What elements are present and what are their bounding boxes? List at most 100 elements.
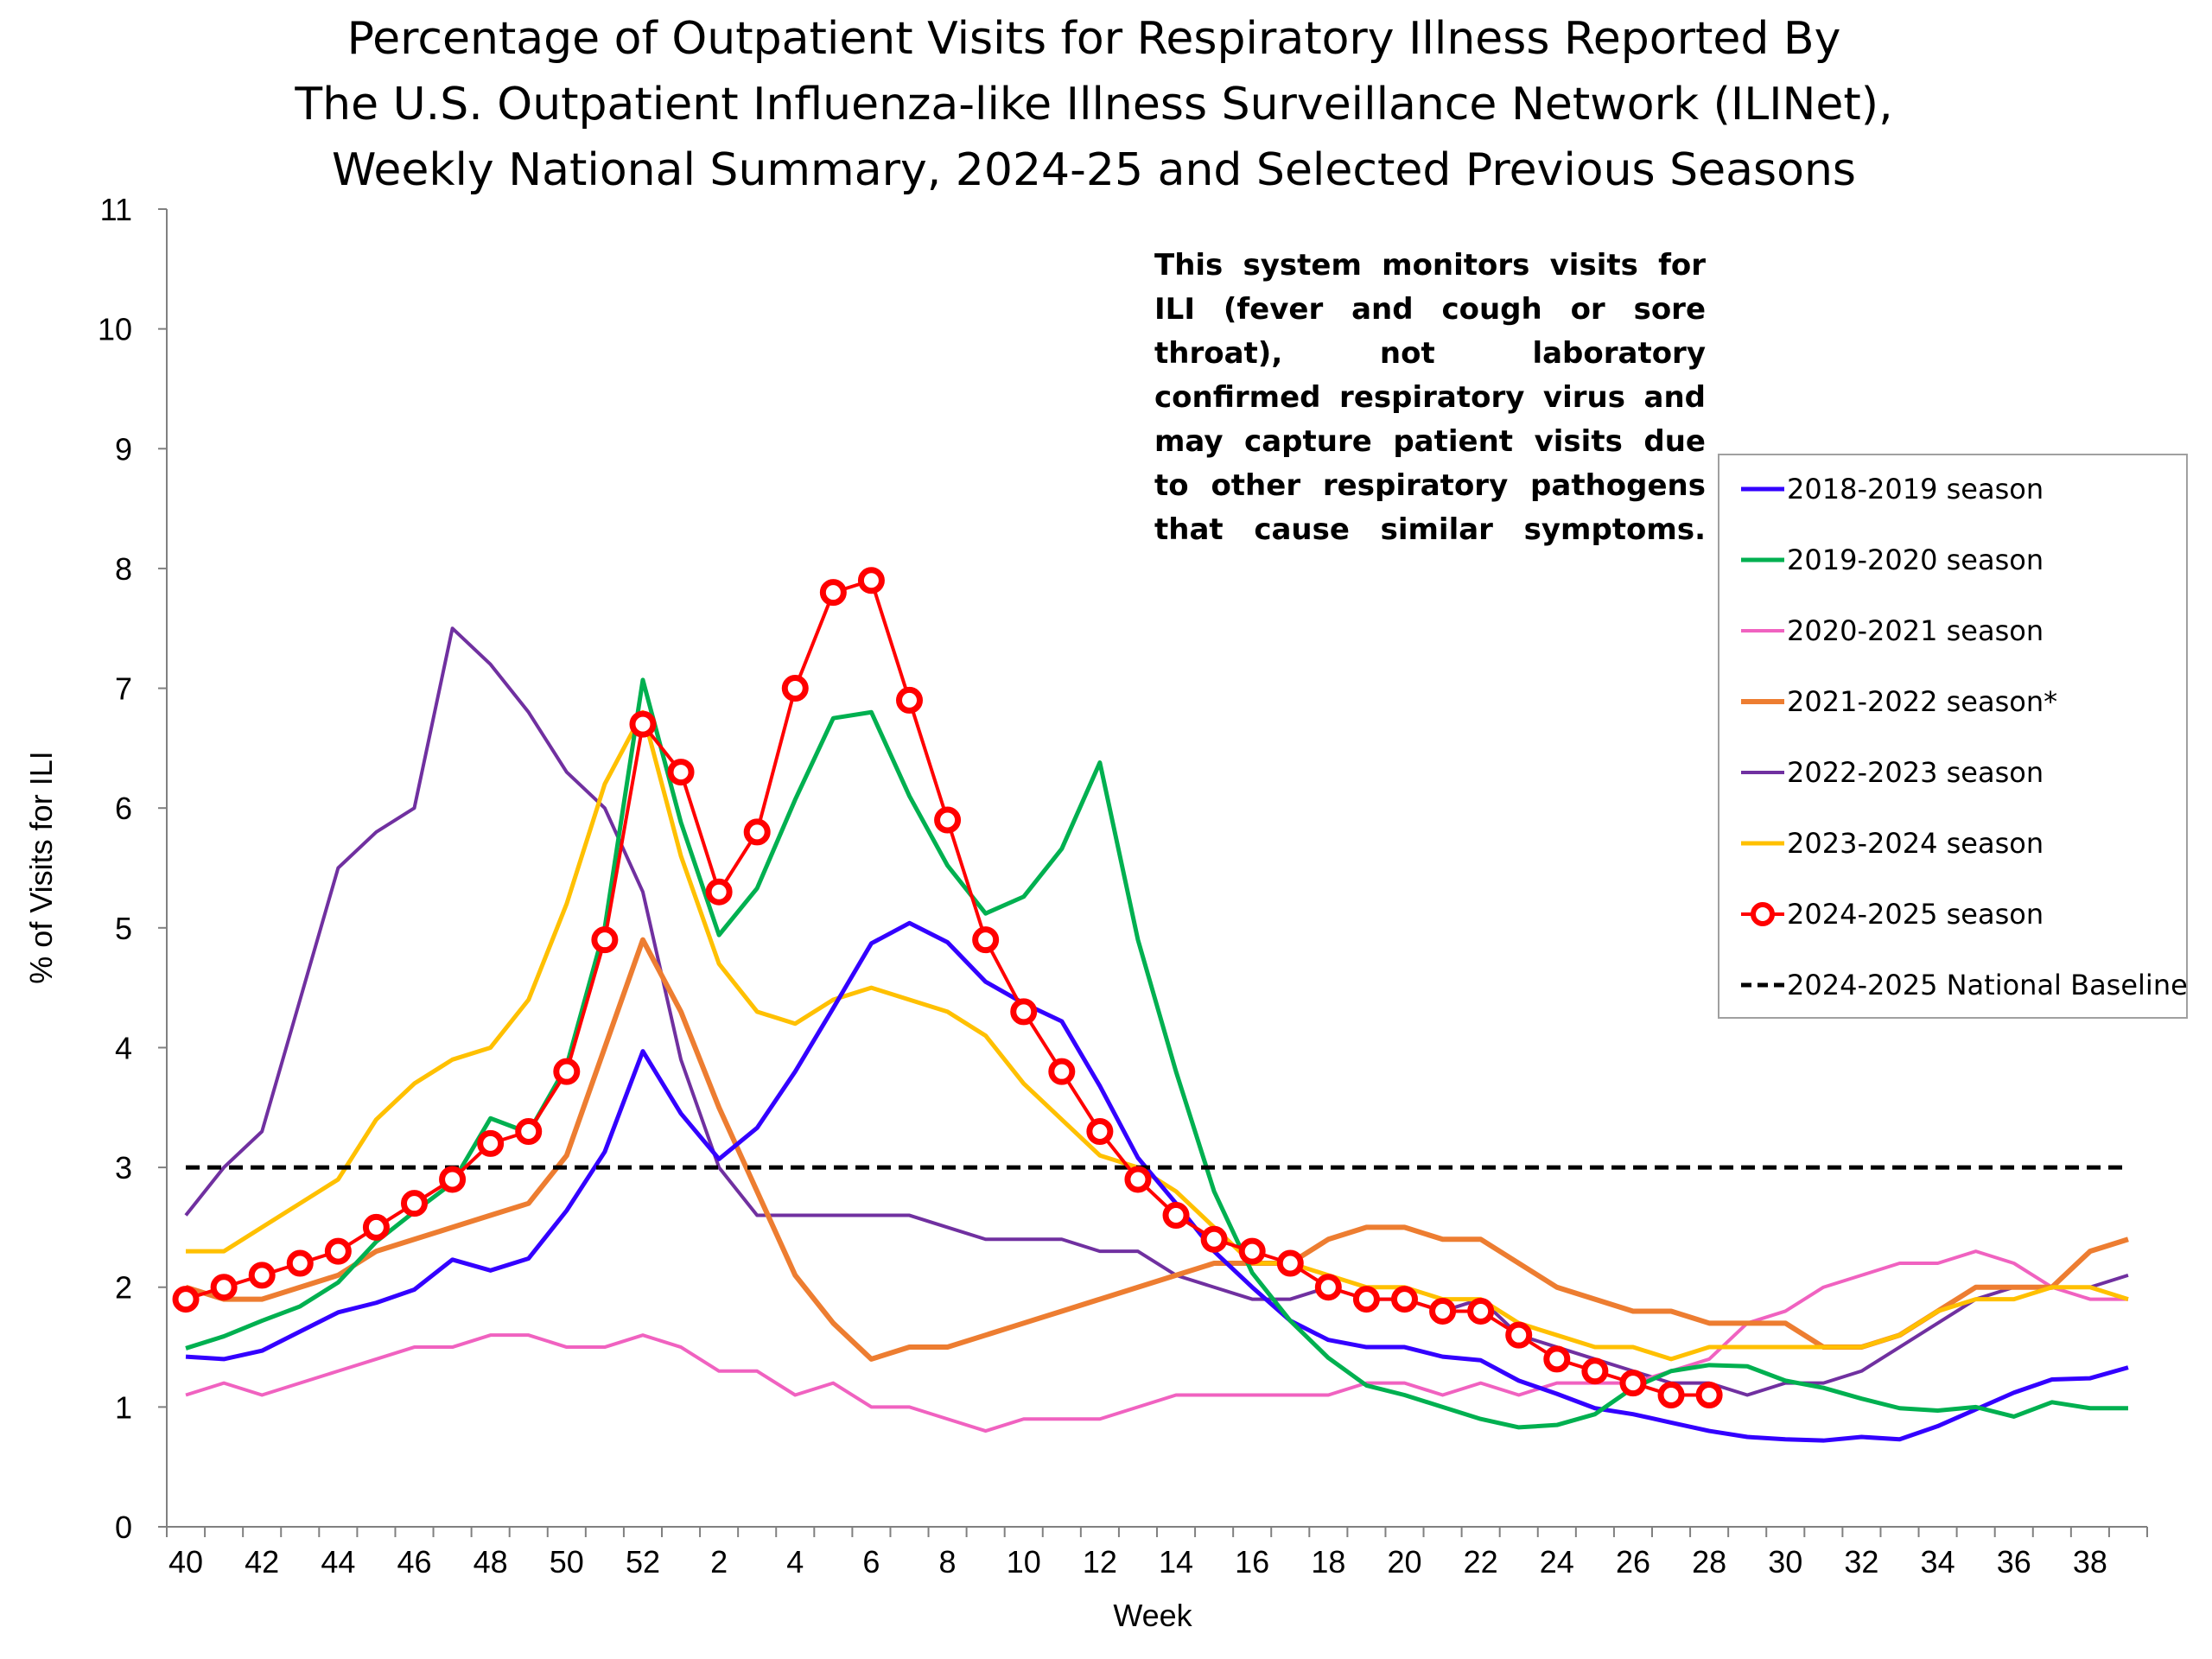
x-tick-label: 12 xyxy=(1083,1544,1117,1580)
x-tick-label: 6 xyxy=(862,1544,880,1580)
series-2024-2025-season-point xyxy=(1010,998,1038,1026)
series-2024-2025-season-point xyxy=(1086,1118,1114,1145)
x-tick-label: 24 xyxy=(1540,1544,1574,1580)
y-tick-label: 4 xyxy=(115,1030,132,1065)
series-2024-2025-season-point xyxy=(1695,1382,1723,1408)
x-tick-label: 2 xyxy=(710,1544,728,1580)
annotation-note: This system monitors visits for ILI (fev… xyxy=(1154,248,1706,547)
series-2020-2021-season-line xyxy=(185,1249,2128,1433)
series-2024-2025-season-point xyxy=(896,686,923,714)
series-2024-2025-season-point xyxy=(1162,1202,1190,1230)
y-tick-label: 3 xyxy=(115,1150,132,1185)
legend-label: 2022-2023 season xyxy=(1787,756,2044,789)
x-tick-label: 14 xyxy=(1159,1544,1193,1580)
x-tick-label: 20 xyxy=(1387,1544,1421,1580)
y-tick-label: 8 xyxy=(115,551,132,587)
x-tick-label: 46 xyxy=(397,1544,431,1580)
series-2024-2025-season-point xyxy=(439,1166,467,1193)
legend-label: 2020-2021 season xyxy=(1787,614,2044,647)
series-2024-2025-season-point xyxy=(286,1249,314,1277)
legend-label: 2018-2019 season xyxy=(1787,473,2044,505)
y-tick-label: 0 xyxy=(115,1510,132,1545)
x-tick-label: 30 xyxy=(1768,1544,1802,1580)
series-2021-2022-season-line xyxy=(185,937,2129,1362)
series-2024-2025-season-point xyxy=(324,1237,352,1265)
x-tick-label: 4 xyxy=(786,1544,804,1580)
series-2024-2025-season-point xyxy=(515,1118,543,1145)
y-axis-label: % of Visits for ILI xyxy=(23,751,59,983)
series-2024-2025-season-point xyxy=(1352,1286,1380,1313)
series-2024-2025-season-point xyxy=(972,926,1000,954)
series-2024-2025-season-point xyxy=(705,878,733,906)
y-tick-label: 2 xyxy=(115,1270,132,1306)
legend-marker xyxy=(1751,902,1775,926)
series-2024-2025-season-point xyxy=(172,1286,200,1313)
legend-label: 2019-2020 season xyxy=(1787,543,2044,576)
y-tick-label: 9 xyxy=(115,431,132,467)
legend-label: 2024-2025 season xyxy=(1787,898,2044,931)
legend-label: 2023-2024 season xyxy=(1787,827,2044,860)
legend: 2018-2019 season 2019-2020 season 2020-202… xyxy=(1718,454,2188,1019)
series-2024-2025-season-point xyxy=(1048,1058,1076,1085)
series-2024-2025-season-point xyxy=(781,675,809,702)
y-tick-label: 1 xyxy=(115,1389,132,1425)
series-2024-2025-season-point xyxy=(1314,1274,1342,1301)
x-tick-label: 8 xyxy=(939,1544,957,1580)
x-tick-label: 36 xyxy=(1997,1544,2031,1580)
x-tick-label: 42 xyxy=(245,1544,279,1580)
x-tick-label: 18 xyxy=(1311,1544,1345,1580)
x-tick-label: 44 xyxy=(321,1544,355,1580)
series-2024-2025-season-point xyxy=(1124,1166,1152,1193)
x-tick-label: 48 xyxy=(474,1544,508,1580)
series-2024-2025-season-point xyxy=(743,818,771,846)
series-group xyxy=(172,567,2129,1443)
y-tick-label: 10 xyxy=(98,312,132,347)
x-tick-label: 28 xyxy=(1692,1544,1726,1580)
x-tick-label: 38 xyxy=(2073,1544,2107,1580)
series-2024-2025-season-point xyxy=(553,1058,581,1085)
y-tick-label: 7 xyxy=(115,671,132,707)
series-2018-2019-season-line xyxy=(185,920,2129,1443)
chart-title-line-1: Percentage of Outpatient Visits for Resp… xyxy=(347,13,1841,65)
x-tick-label: 22 xyxy=(1464,1544,1498,1580)
series-2024-2025-season-point xyxy=(1657,1382,1685,1408)
series-2024-2025-season-point xyxy=(1276,1249,1304,1277)
x-tick-label: 32 xyxy=(1844,1544,1878,1580)
series-2024-2025-season-point xyxy=(591,926,619,954)
series-2024-2025-season-point xyxy=(1391,1286,1418,1313)
legend-label: 2024-2025 National Baseline xyxy=(1787,969,2188,1001)
y-tick-label: 5 xyxy=(115,911,132,946)
legend-label: 2021-2022 season* xyxy=(1787,685,2057,718)
x-tick-label: 52 xyxy=(626,1544,660,1580)
series-2024-2025-season-point xyxy=(629,710,657,738)
series-2024-2025-season-point xyxy=(248,1262,276,1289)
series-2024-2025-season-line xyxy=(185,578,1710,1397)
series-2024-2025-season-point xyxy=(667,759,695,786)
series-2024-2025-season-point xyxy=(1543,1345,1571,1373)
x-tick-label: 16 xyxy=(1235,1544,1269,1580)
series-2024-2025-season-point xyxy=(1238,1237,1266,1265)
series-2024-2025-season-point xyxy=(1581,1357,1609,1385)
legend-box xyxy=(1718,454,2188,1019)
x-axis-label: Week xyxy=(1113,1598,1192,1633)
series-2024-2025-season-point xyxy=(1429,1297,1457,1325)
series-2024-2025-season-point xyxy=(819,579,847,607)
chart-title-line-2: The U.S. Outpatient Influenza-like Illne… xyxy=(294,79,1892,130)
series-2019-2020-season-line xyxy=(185,677,2128,1430)
x-tick-label: 10 xyxy=(1007,1544,1041,1580)
series-2024-2025-season-point xyxy=(934,806,962,834)
y-tick-label: 11 xyxy=(100,192,132,227)
series-2024-2025-season-point xyxy=(477,1129,505,1157)
x-tick-label: 34 xyxy=(1921,1544,1955,1580)
series-2024-2025-season-point xyxy=(1619,1370,1647,1397)
series-2024-2025-season-point xyxy=(210,1274,238,1301)
series-2024-2025-season-point xyxy=(1505,1321,1533,1349)
series-2024-2025-season-point xyxy=(362,1213,390,1241)
series-2024-2025-season-point xyxy=(401,1190,428,1217)
y-tick-label: 6 xyxy=(115,791,132,826)
series-2024-2025-season-point xyxy=(857,567,885,594)
series-2024-2025-season-point xyxy=(1200,1225,1228,1253)
chart-title-line-3: Weekly National Summary, 2024-25 and Sel… xyxy=(332,144,1856,196)
